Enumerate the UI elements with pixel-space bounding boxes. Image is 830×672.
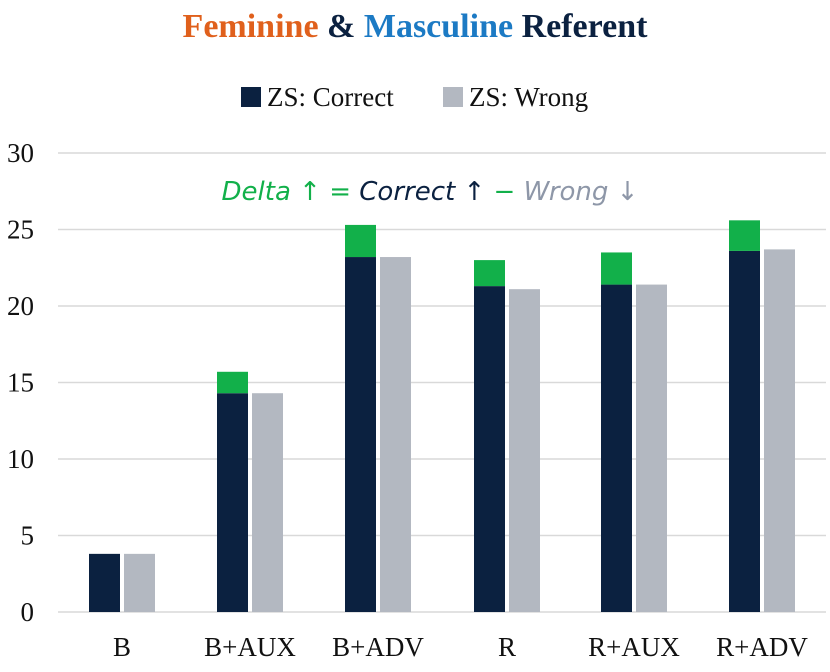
y-axis-ticks: 0 5 10 15 20 25 30	[7, 138, 34, 627]
y-tick-label: 15	[7, 368, 34, 398]
bar-wrong	[509, 289, 540, 612]
bar-correct	[217, 393, 248, 612]
x-axis-ticks: B B+AUX B+ADV R R+AUX R+ADV	[113, 632, 808, 662]
x-tick-label: R+AUX	[588, 632, 680, 662]
bar-correct	[345, 257, 376, 612]
x-tick-label: B	[113, 632, 131, 662]
chart-title: Feminine & Masculine Referent	[183, 8, 649, 45]
y-tick-label: 30	[7, 138, 34, 168]
annotation-minus: −	[494, 177, 524, 207]
y-tick-label: 5	[21, 521, 35, 551]
y-tick-label: 20	[7, 291, 34, 321]
bar-delta	[474, 260, 505, 287]
bars	[89, 220, 795, 613]
x-tick-label: R	[498, 632, 516, 662]
delta-annotation: Delta ↑ = Correct ↑ − Wrong ↓	[222, 177, 639, 207]
bar-wrong	[124, 553, 155, 612]
bar-correct	[89, 553, 120, 612]
bar-wrong	[764, 249, 795, 612]
title-and: &	[319, 8, 364, 45]
x-tick-label: B+ADV	[332, 632, 424, 662]
y-tick-label: 25	[7, 215, 34, 245]
bar-delta	[729, 220, 760, 251]
x-tick-label: B+AUX	[204, 632, 296, 662]
bar-wrong	[252, 393, 283, 612]
gridlines	[58, 152, 826, 613]
bar-wrong	[380, 257, 411, 612]
bar-delta	[217, 371, 248, 394]
annotation-delta: Delta ↑	[222, 177, 330, 207]
annotation-correct: Correct ↑	[359, 177, 493, 207]
x-tick-label: R+ADV	[716, 632, 808, 662]
bar-delta	[345, 224, 376, 258]
legend-swatch-wrong	[443, 87, 463, 107]
bar-delta	[601, 252, 632, 285]
title-masculine: Masculine	[364, 8, 513, 45]
bar-correct	[601, 284, 632, 612]
title-feminine: Feminine	[183, 8, 319, 45]
legend-label-correct: ZS: Correct	[267, 82, 394, 112]
legend: ZS: Correct ZS: Wrong	[241, 82, 588, 112]
legend-swatch-correct	[241, 87, 261, 107]
y-tick-label: 10	[7, 444, 34, 474]
title-referent: Referent	[513, 8, 648, 45]
bar-wrong	[636, 284, 667, 612]
bar-correct	[474, 286, 505, 612]
y-tick-label: 0	[21, 597, 35, 627]
legend-label-wrong: ZS: Wrong	[469, 82, 588, 112]
annotation-equals: =	[329, 177, 359, 207]
bar-correct	[729, 250, 760, 613]
annotation-wrong: Wrong ↓	[524, 177, 639, 207]
